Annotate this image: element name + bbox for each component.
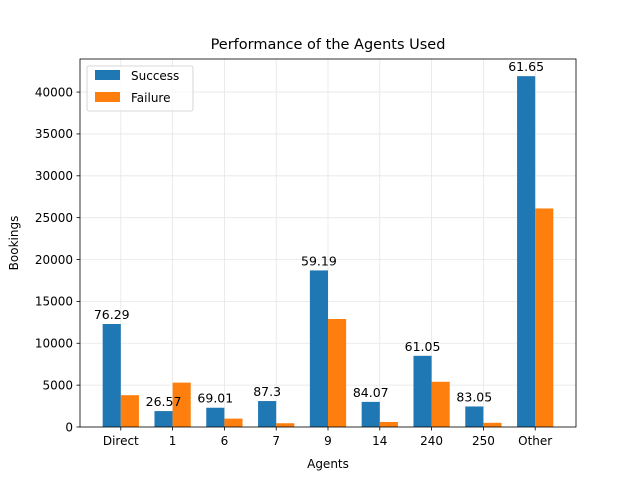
legend-label-failure: Failure — [131, 91, 170, 105]
data-label: 69.01 — [197, 391, 233, 406]
y-tick-label: 25000 — [35, 211, 73, 225]
x-tick-label: 1 — [169, 434, 177, 448]
bars — [102, 76, 554, 427]
x-tick-label: 240 — [420, 434, 443, 448]
data-labels: 76.29 26.57 69.01 87.3 59.19 84.07 61.05 83.05 6… — [94, 59, 544, 409]
data-label: 59.19 — [301, 253, 337, 268]
y-tick-label: 40000 — [35, 85, 73, 99]
bar-success — [102, 324, 121, 427]
data-label: 76.29 — [94, 307, 130, 322]
y-tick-label: 35000 — [35, 127, 73, 141]
y-tick-label: 10000 — [35, 337, 73, 351]
bar-success — [258, 401, 277, 427]
bar-failure — [172, 382, 191, 427]
legend-swatch-failure — [95, 92, 120, 102]
bar-failure — [328, 318, 347, 427]
x-tick-label: 7 — [272, 434, 280, 448]
bar-failure — [535, 208, 554, 427]
x-axis-ticks: Direct 1 6 7 9 14 240 250 Other — [103, 427, 552, 448]
bar-failure — [431, 381, 450, 427]
bar-success — [361, 401, 380, 427]
bar-failure — [224, 418, 243, 427]
x-tick-label: Other — [518, 434, 552, 448]
data-label: 61.65 — [508, 59, 544, 74]
y-tick-label: 5000 — [42, 378, 73, 392]
y-tick-label: 20000 — [35, 253, 73, 267]
chart-title: Performance of the Agents Used — [211, 37, 446, 53]
bar-failure — [483, 422, 502, 427]
data-label: 26.57 — [146, 394, 182, 409]
y-tick-label: 15000 — [35, 295, 73, 309]
y-axis-label: Bookings — [7, 216, 21, 271]
data-label: 61.05 — [405, 339, 441, 354]
bar-success — [206, 407, 225, 427]
bar-failure — [379, 421, 398, 427]
bar-success — [465, 406, 484, 427]
bar-success — [309, 270, 328, 427]
x-tick-label: Direct — [103, 434, 139, 448]
x-tick-label: 9 — [324, 434, 332, 448]
x-tick-label: 14 — [372, 434, 387, 448]
legend-swatch-success — [95, 70, 120, 80]
x-tick-label: 6 — [221, 434, 229, 448]
bar-success — [517, 76, 536, 427]
bar-failure — [120, 395, 139, 427]
data-label: 83.05 — [456, 389, 492, 404]
bar-failure — [276, 423, 295, 427]
bar-success — [413, 355, 432, 427]
y-tick-label: 30000 — [35, 169, 73, 183]
x-axis-label: Agents — [307, 457, 349, 471]
y-tick-label: 0 — [65, 420, 73, 434]
x-tick-label: 250 — [472, 434, 495, 448]
y-axis-ticks: 0 5000 10000 15000 20000 25000 30000 35000 40000 — [35, 85, 80, 434]
bar-success — [154, 411, 173, 427]
legend-label-success: Success — [131, 69, 179, 83]
data-label: 84.07 — [353, 385, 389, 400]
legend: Success Failure — [86, 65, 194, 112]
data-label: 87.3 — [253, 384, 281, 399]
